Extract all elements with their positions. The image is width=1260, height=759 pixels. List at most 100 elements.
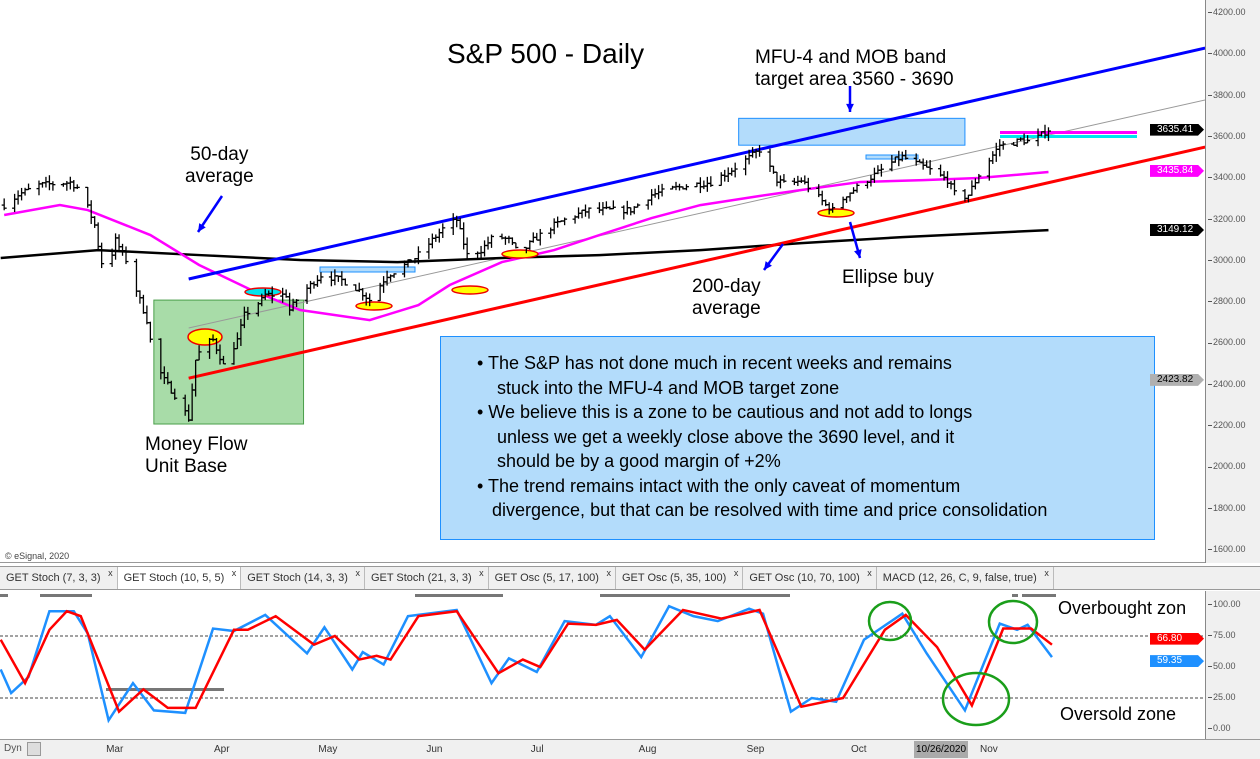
price-bar [1025,135,1031,144]
price-bar [95,222,101,250]
close-icon[interactable]: x [733,568,739,578]
month-label: Apr [213,744,230,755]
indicator-tab[interactable]: GET Stoch (10, 5, 5) x [117,567,242,589]
price-tick-label: 3200.00 [1208,214,1246,224]
indicator-tab[interactable]: GET Stoch (14, 3, 3) x [241,567,365,589]
price-bar [440,223,446,238]
price-bar [537,228,543,246]
close-icon[interactable]: x [479,568,484,578]
price-bar [116,234,122,252]
price-bar [391,273,397,278]
price-tick-label: 3600.00 [1208,131,1246,141]
price-tag: 3149.12 [1150,224,1204,236]
price-bar [36,180,42,196]
cursor-date: 10/26/2020 [914,741,969,758]
price-bar [854,183,860,193]
price-bar [318,272,324,284]
price-chart [0,46,1206,425]
month-label: Mar [106,744,124,755]
price-bar [583,204,589,217]
mfu-base-annotation: Money Flow Unit Base [145,434,248,477]
stochastic-axis[interactable]: 100.00 75.00 50.00 25.00 0.00 59.35 66.80 [1205,591,1260,739]
indicator-tab[interactable]: GET Stoch (7, 3, 3) x [0,567,118,589]
chart-title: S&P 500 - Daily [447,38,645,69]
note-line: • We believe this is a zone to be cautio… [477,402,973,422]
price-bar [457,217,463,230]
price-bar [596,202,602,214]
close-icon[interactable]: x [867,568,872,578]
price-bar [294,299,300,308]
price-bar [19,187,25,201]
price-bar [586,207,592,219]
stoch-k-line [0,604,1053,724]
upper-channel-line [188,46,1206,281]
month-label: Oct [851,744,867,755]
price-bar [137,290,143,304]
price-bar [718,172,724,187]
price-tick-label: 1800.00 [1208,503,1246,513]
close-icon[interactable]: x [1044,568,1049,578]
indicator-tab[interactable]: MACD (12, 26, C, 9, false, true) x [877,567,1054,589]
lower-channel-line [188,145,1206,380]
price-bar [847,192,853,202]
price-bar [144,305,150,325]
price-bar [757,145,763,157]
price-bar [781,174,787,183]
stoch-value-tag: 59.35 [1150,655,1204,667]
price-bar [269,286,275,304]
indicator-tab[interactable]: GET Osc (10, 70, 100) x [743,567,877,589]
price-bar [610,200,616,210]
mfu-target-annotation: MFU-4 and MOB band target area 3560 - 36… [755,47,954,90]
price-bar [147,321,153,343]
price-bar [551,218,557,235]
price-bar [798,177,804,184]
note-line: • The trend remains intact with the only… [477,475,961,496]
close-icon[interactable]: x [108,568,113,578]
price-bar [1,198,7,211]
close-icon[interactable]: x [231,568,237,578]
lock-icon[interactable] [27,742,41,756]
price-tick-label: 3000.00 [1208,255,1246,265]
price-bar [993,142,999,162]
ma200-annotation: 200-day average [692,276,761,319]
signal-ellipse [501,249,539,259]
signal-ellipse [817,208,855,218]
dyn-label: Dyn [4,743,22,754]
tab-label: GET Stoch (7, 3, 3) [6,572,101,584]
price-bar [509,237,515,246]
price-bar [976,173,982,184]
signal-ellipse [355,301,393,311]
price-bar [367,293,373,307]
price-bar [482,240,488,257]
date-axis[interactable]: Dyn 10/26/2020 Mar Apr May Jun Jul Aug Sep Oct N… [0,739,1260,759]
price-chart-panel[interactable]: S&P 500 - Daily MFU-4 and MOB band targe… [0,0,1206,563]
note-line: divergence, but that can be resolved wit… [477,500,1048,520]
note-line: should be by a good margin of +2% [477,451,781,471]
month-label: May [318,744,338,755]
extreme-bar [1022,594,1056,597]
indicator-tab[interactable]: GET Stoch (21, 3, 3) x [365,567,489,589]
close-icon[interactable]: x [355,568,360,578]
price-bar [26,183,32,191]
price-bar [534,232,540,241]
price-bar [830,203,836,213]
indicator-tab[interactable]: GET Osc (5, 17, 100) x [489,567,616,589]
tab-label: GET Stoch (14, 3, 3) [247,572,348,584]
tab-label: GET Osc (10, 70, 100) [749,572,860,584]
indicator-tab[interactable]: GET Osc (5, 35, 100) x [616,567,744,589]
price-bar [513,242,519,249]
price-axis[interactable]: 4200.00 4000.00 3800.00 3600.00 3400.00 3200.… [1205,0,1260,563]
price-bar [579,209,585,219]
month-label: Jul [530,744,544,755]
price-bar [701,180,707,190]
price-bar [924,160,930,168]
price-bar [502,236,508,245]
indicator-tabs: GET Stoch (7, 3, 3) x GET Stoch (10, 5, 5)… [0,566,1260,590]
price-bar [140,294,146,314]
extreme-bar [0,594,8,597]
price-bar [683,184,689,191]
price-bar [433,234,439,242]
close-icon[interactable]: x [606,568,611,578]
stochastic-panel[interactable]: Overbought zon Oversold zone [0,591,1205,739]
price-bar [802,175,808,185]
